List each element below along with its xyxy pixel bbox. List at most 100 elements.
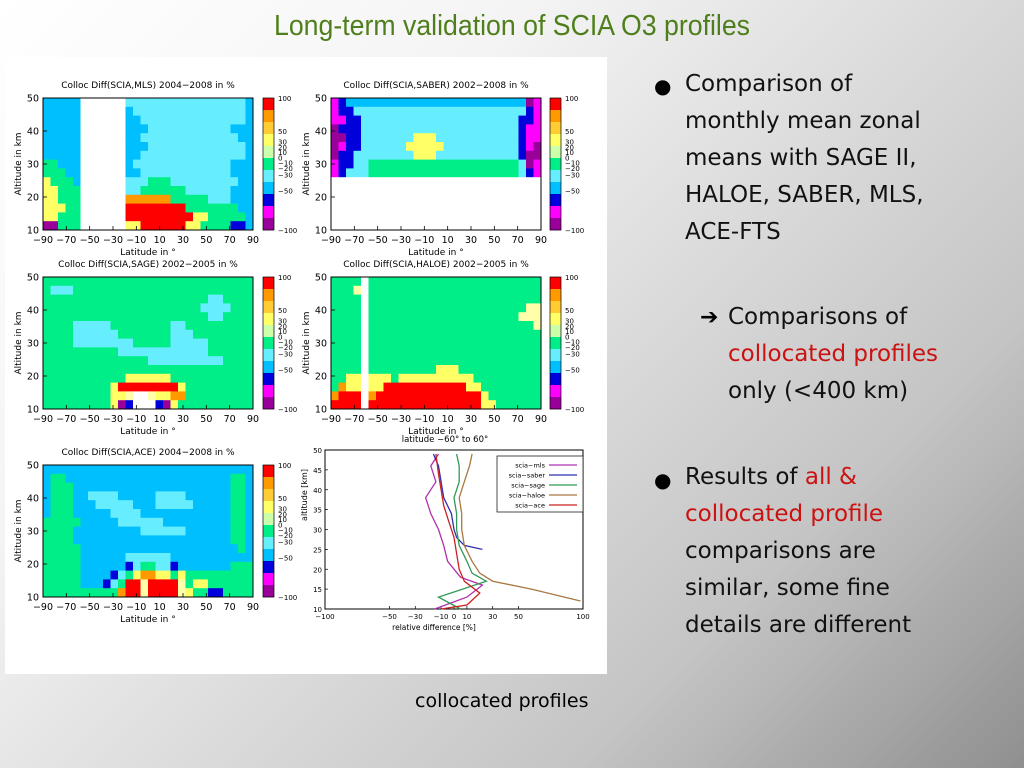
x-tick-label: −10 (414, 414, 434, 425)
heatmap-cell (481, 133, 489, 143)
heatmap-cell (331, 400, 339, 410)
heatmap-cell (178, 356, 186, 366)
heatmap-cell (428, 321, 437, 331)
heatmap-cell (338, 203, 347, 213)
heatmap-cell (50, 561, 59, 571)
heatmap-cell (118, 338, 126, 348)
sub-bullet-line: only (<400 km) (728, 378, 909, 404)
heatmap-cell (178, 177, 186, 187)
heatmap-cell (391, 221, 399, 231)
heatmap-cell (58, 133, 66, 143)
heatmap-cell (526, 391, 534, 401)
heatmap-cell (526, 203, 534, 213)
heatmap-cell (88, 177, 96, 187)
colorbar-swatch (263, 337, 274, 350)
heatmap-cell (398, 277, 407, 287)
heatmap-cell (50, 186, 59, 196)
heatmap-cell (110, 553, 119, 563)
heatmap-cell (88, 570, 96, 580)
heatmap-cell (230, 124, 239, 134)
colorbar-swatch (550, 98, 561, 111)
heatmap-cell (458, 303, 467, 313)
heatmap-cell (338, 382, 347, 392)
heatmap-cell (178, 203, 186, 213)
heatmap-cell (193, 373, 201, 383)
heatmap-cell (436, 400, 444, 410)
heatmap-cell (208, 561, 216, 571)
heatmap-cell (428, 285, 437, 295)
heatmap-cell (163, 194, 171, 204)
y-tick-label: 20 (313, 566, 322, 574)
heatmap-cell (238, 203, 246, 213)
colorbar-tick-label: 100 (278, 95, 291, 103)
heatmap-cell (95, 500, 104, 510)
heatmap-cell (178, 391, 186, 401)
heatmap-cell (353, 277, 362, 287)
heatmap-cell (391, 382, 399, 392)
heatmap-cell (95, 321, 104, 331)
heatmap-cell (368, 312, 377, 322)
heatmap-cell (223, 509, 231, 519)
heatmap-cell (473, 212, 482, 222)
heatmap-cell (406, 186, 414, 196)
heatmap-cell (245, 177, 254, 187)
heatmap-cell (148, 177, 156, 187)
heatmap-cell (80, 465, 89, 475)
x-tick-label: −90 (33, 235, 53, 246)
heatmap-cell (223, 391, 231, 401)
heatmap-cell (526, 221, 534, 231)
heatmap-cell (125, 535, 134, 545)
heatmap-cell (58, 365, 66, 375)
x-tick-label: 10 (442, 235, 454, 246)
heatmap-cell (208, 526, 216, 536)
heatmap-cell (458, 400, 467, 410)
heatmap-cell (103, 177, 111, 187)
heatmap-cell (65, 329, 74, 339)
heatmap-cell (215, 382, 224, 392)
heatmap-cell (140, 285, 149, 295)
heatmap-cell (466, 168, 474, 178)
heatmap-cell (215, 579, 224, 589)
heatmap-cell (193, 473, 201, 483)
heatmap-cell (533, 203, 542, 213)
heatmap-cell (238, 321, 246, 331)
heatmap-cell (110, 133, 119, 143)
heatmap-cell (406, 356, 414, 366)
heatmap-cell (140, 321, 149, 331)
heatmap-cell (245, 526, 254, 536)
heatmap-cell (503, 186, 512, 196)
heatmap-cell (118, 294, 126, 304)
heatmap-cell (368, 329, 377, 339)
heatmap-cell (43, 203, 51, 213)
heatmap-cell (58, 500, 66, 510)
heatmap-cell (406, 400, 414, 410)
heatmap-cell (496, 221, 504, 231)
heatmap-cell (245, 553, 254, 563)
heatmap-cell (466, 373, 474, 383)
heatmap-cell (481, 194, 489, 204)
heatmap-cell (133, 277, 141, 287)
heatmap-cell (110, 356, 119, 366)
x-tick-label: 30 (177, 414, 189, 425)
heatmap-cell (118, 312, 126, 322)
heatmap-cell (118, 212, 126, 222)
heatmap-cell (223, 212, 231, 222)
heatmap-cell (230, 221, 239, 231)
colorbar-tick-label: −50 (565, 366, 580, 374)
heatmap-cell (436, 391, 444, 401)
heatmap-cell (368, 221, 377, 231)
heatmap-cell (65, 159, 74, 169)
heatmap-cell (215, 303, 224, 313)
heatmap-cell (413, 186, 422, 196)
heatmap-cell (43, 212, 51, 222)
heatmap-cell (421, 277, 429, 287)
x-tick-label: −70 (56, 235, 76, 246)
heatmap-cell (155, 473, 164, 483)
heatmap-cell (421, 303, 429, 313)
heatmap-cell (428, 221, 437, 231)
heatmap-cell (526, 400, 534, 410)
heatmap-cell (73, 159, 81, 169)
heatmap-cell (361, 382, 369, 392)
heatmap-cell (428, 373, 437, 383)
colorbar-tick-label: −30 (565, 172, 580, 180)
